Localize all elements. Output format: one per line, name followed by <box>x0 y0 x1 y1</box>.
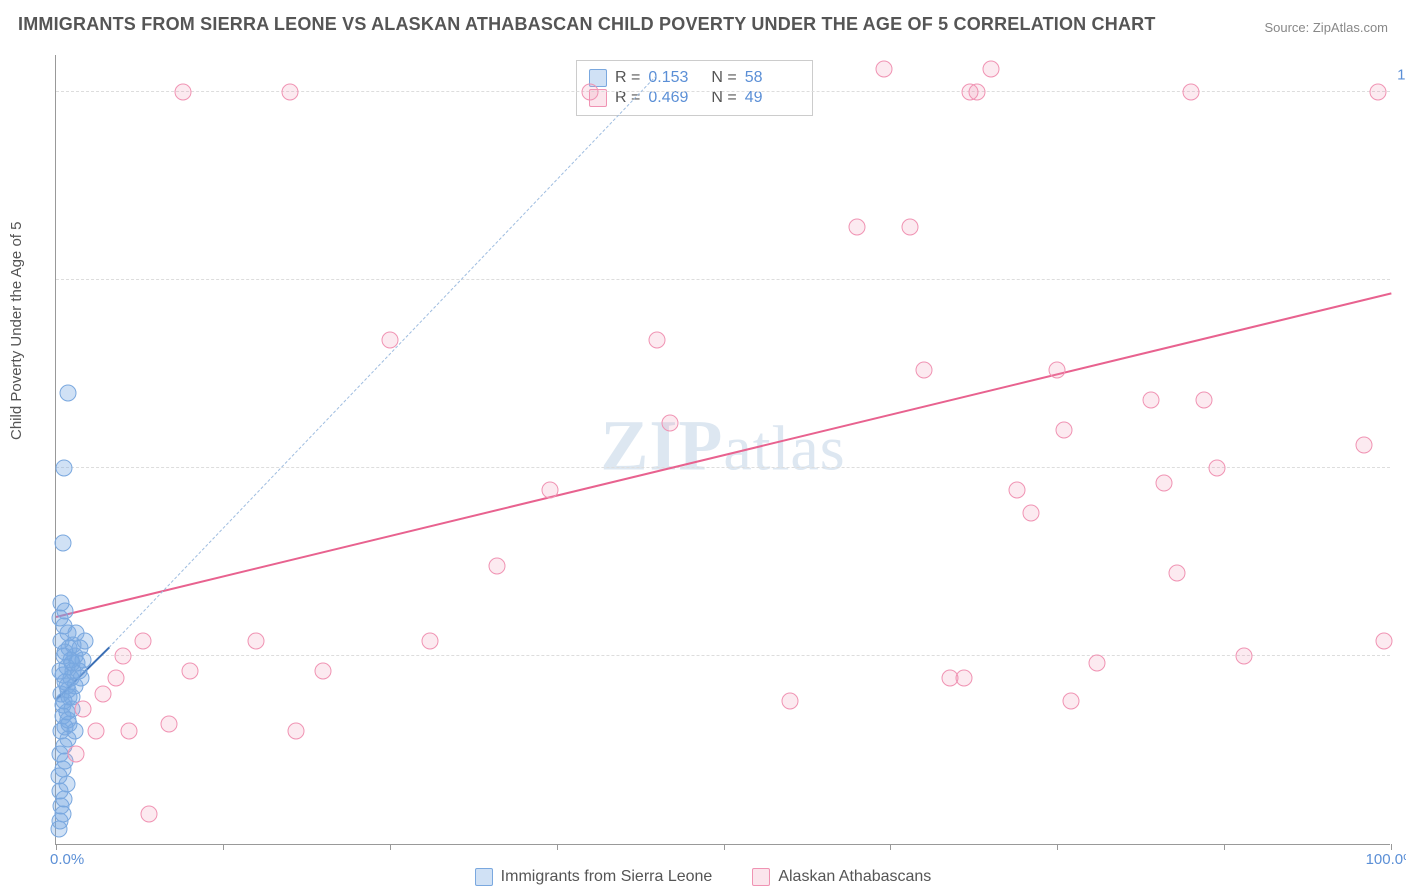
data-point-a <box>54 535 71 552</box>
data-point-b <box>662 414 679 431</box>
x-tick-label-min: 0.0% <box>50 851 84 868</box>
x-tick-mark <box>724 844 725 850</box>
data-point-b <box>121 723 138 740</box>
n-value-b: 49 <box>745 89 800 107</box>
gridline-h <box>56 279 1390 280</box>
data-point-b <box>1209 459 1226 476</box>
data-point-b <box>782 693 799 710</box>
x-tick-mark <box>56 844 57 850</box>
data-point-b <box>1356 437 1373 454</box>
data-point-a <box>60 384 77 401</box>
data-point-b <box>68 745 85 762</box>
data-point-b <box>161 715 178 732</box>
data-point-b <box>955 670 972 687</box>
legend-swatch-a <box>475 868 493 886</box>
data-point-b <box>969 83 986 100</box>
x-tick-mark <box>890 844 891 850</box>
legend-swatch-b <box>752 868 770 886</box>
legend-item-a: Immigrants from Sierra Leone <box>475 868 713 886</box>
data-point-b <box>381 331 398 348</box>
data-point-b <box>875 61 892 78</box>
data-point-b <box>181 662 198 679</box>
data-point-b <box>1142 392 1159 409</box>
data-point-b <box>849 219 866 236</box>
n-value-a: 58 <box>745 69 800 87</box>
data-point-b <box>315 662 332 679</box>
data-point-b <box>1196 392 1213 409</box>
gridline-h <box>56 467 1390 468</box>
data-point-b <box>1369 83 1386 100</box>
data-point-b <box>541 482 558 499</box>
x-tick-label-max: 100.0% <box>1366 851 1406 868</box>
data-point-a <box>56 459 73 476</box>
data-point-b <box>1376 632 1393 649</box>
gridline-h <box>56 655 1390 656</box>
data-point-b <box>421 632 438 649</box>
x-tick-mark <box>557 844 558 850</box>
r-label: R = <box>615 69 640 87</box>
data-point-b <box>1089 655 1106 672</box>
data-point-b <box>1182 83 1199 100</box>
data-point-b <box>141 805 158 822</box>
data-point-b <box>1049 362 1066 379</box>
chart-title: IMMIGRANTS FROM SIERRA LEONE VS ALASKAN … <box>18 14 1156 35</box>
data-point-b <box>1009 482 1026 499</box>
data-point-b <box>88 723 105 740</box>
legend-item-b: Alaskan Athabascans <box>752 868 931 886</box>
source-attribution: Source: ZipAtlas.com <box>1264 20 1388 35</box>
data-point-b <box>1236 647 1253 664</box>
data-point-b <box>74 700 91 717</box>
data-point-b <box>94 685 111 702</box>
data-point-b <box>248 632 265 649</box>
data-point-b <box>134 632 151 649</box>
legend-label-b: Alaskan Athabascans <box>778 868 931 886</box>
data-point-b <box>915 362 932 379</box>
x-tick-mark <box>223 844 224 850</box>
stats-row-series-b: R = 0.469 N = 49 <box>589 89 800 107</box>
data-point-b <box>648 331 665 348</box>
data-point-b <box>982 61 999 78</box>
data-point-b <box>1062 693 1079 710</box>
data-point-b <box>108 670 125 687</box>
data-point-a <box>66 723 83 740</box>
data-point-b <box>1156 474 1173 491</box>
data-point-b <box>281 83 298 100</box>
r-value-b: 0.469 <box>648 89 703 107</box>
data-point-b <box>1169 565 1186 582</box>
data-point-b <box>1055 422 1072 439</box>
data-point-b <box>1022 504 1039 521</box>
data-point-b <box>114 647 131 664</box>
x-tick-mark <box>1057 844 1058 850</box>
bottom-legend: Immigrants from Sierra Leone Alaskan Ath… <box>0 868 1406 886</box>
data-point-b <box>174 83 191 100</box>
x-tick-mark <box>390 844 391 850</box>
trend-line <box>56 293 1391 618</box>
data-point-a <box>65 636 82 653</box>
trend-line <box>109 76 657 648</box>
data-point-b <box>488 557 505 574</box>
n-label: N = <box>711 69 736 87</box>
data-point-a <box>73 670 90 687</box>
y-tick-label: 100.0% <box>1397 66 1406 83</box>
x-tick-mark <box>1391 844 1392 850</box>
stats-legend-box: R = 0.153 N = 58 R = 0.469 N = 49 <box>576 60 813 116</box>
r-value-a: 0.153 <box>648 69 703 87</box>
data-point-b <box>902 219 919 236</box>
scatter-plot-area: ZIPatlas R = 0.153 N = 58 R = 0.469 N = … <box>55 55 1390 845</box>
n-label-b: N = <box>711 89 736 107</box>
x-tick-mark <box>1224 844 1225 850</box>
stats-row-series-a: R = 0.153 N = 58 <box>589 69 800 87</box>
legend-label-a: Immigrants from Sierra Leone <box>501 868 713 886</box>
y-axis-label: Child Poverty Under the Age of 5 <box>8 222 25 440</box>
data-point-b <box>288 723 305 740</box>
data-point-b <box>582 83 599 100</box>
data-point-a <box>53 595 70 612</box>
